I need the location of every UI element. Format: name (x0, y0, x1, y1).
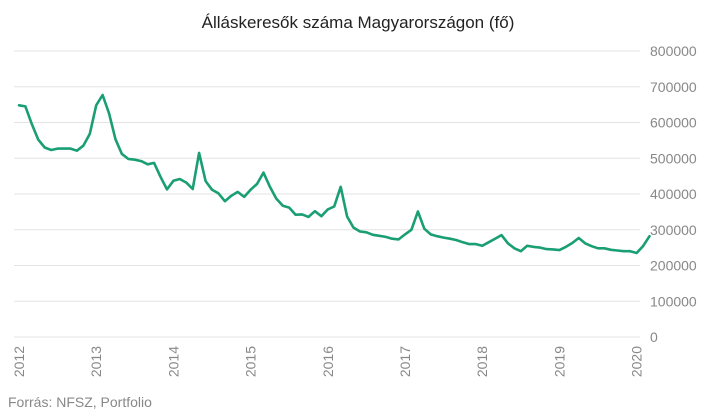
y-tick-label: 500000 (650, 150, 697, 166)
series-layer (17, 93, 651, 255)
x-tick-label: 2014 (165, 346, 181, 377)
x-tick-label: 2020 (629, 346, 645, 377)
y-tick-label: 800000 (650, 43, 697, 59)
y-tick-label: 600000 (650, 115, 697, 131)
x-tick-label: 2017 (397, 346, 413, 377)
y-tick-label: 300000 (650, 222, 697, 238)
x-tick-label: 2012 (11, 346, 27, 377)
x-tick-label: 2013 (88, 346, 104, 377)
x-axis-ticks: 2012 2013 2014 2015 2016 2017 2018 2019 2020 (11, 346, 645, 377)
x-tick-label: 2018 (474, 346, 490, 377)
y-tick-label: 0 (650, 329, 658, 345)
x-tick-label: 2016 (320, 346, 336, 377)
y-tick-label: 700000 (650, 79, 697, 95)
y-axis-ticks: 800000 700000 600000 500000 400000 300000 2000… (650, 43, 697, 345)
gridlines (14, 50, 640, 338)
y-tick-label: 400000 (650, 186, 697, 202)
x-tick-label: 2019 (551, 346, 567, 377)
y-tick-label: 200000 (650, 258, 697, 274)
y-tick-label: 100000 (650, 293, 697, 309)
source-note: Forrás: NFSZ, Portfolio (8, 394, 152, 410)
series-line (17, 93, 651, 255)
chart-title: Álláskeresők száma Magyarországon (fő) (202, 13, 515, 32)
x-tick-label: 2015 (243, 346, 259, 377)
